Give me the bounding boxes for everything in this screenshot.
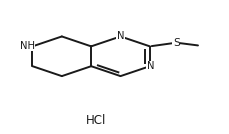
Text: HCl: HCl — [86, 114, 106, 127]
Text: NH: NH — [20, 41, 35, 51]
Text: S: S — [173, 38, 180, 48]
Text: N: N — [117, 31, 124, 41]
Text: N: N — [147, 61, 154, 71]
